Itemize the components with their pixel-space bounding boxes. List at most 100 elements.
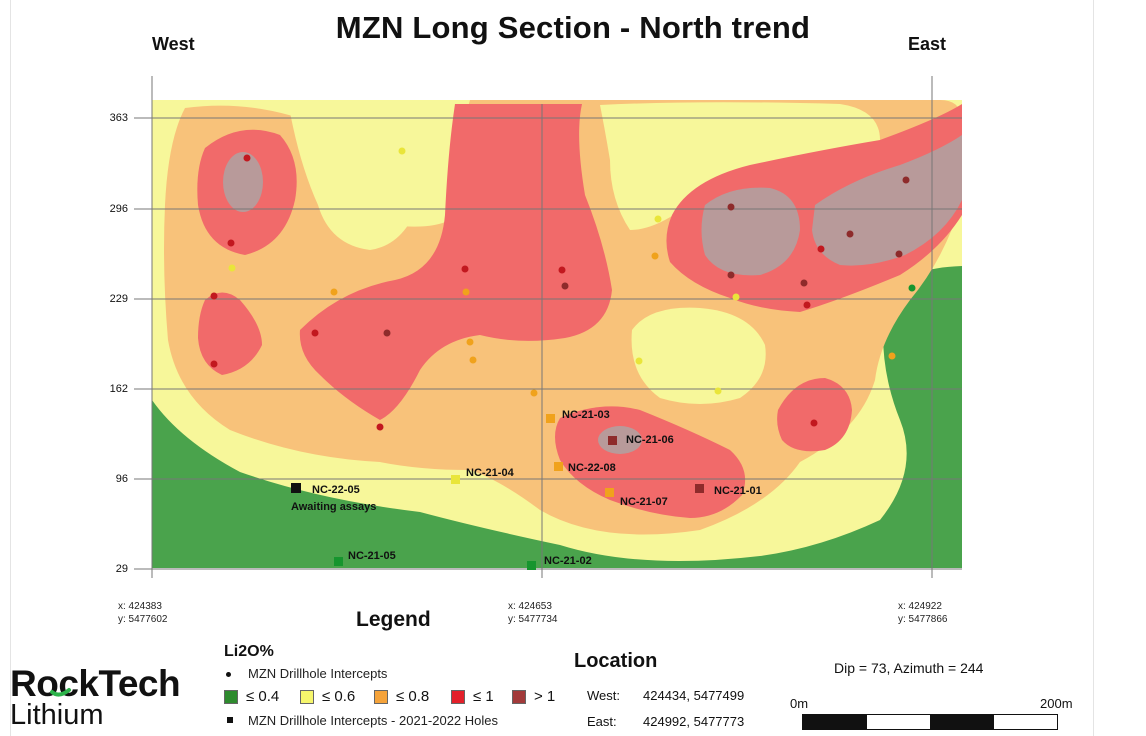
drillhole-marker-nc-22-08 [554, 462, 563, 471]
intercept-dot [398, 147, 406, 155]
logo-accent-icon [50, 688, 71, 697]
legend-holes-label: MZN Drillhole Intercepts - 2021-2022 Hol… [248, 713, 498, 728]
drillhole-marker-nc-21-05 [334, 557, 343, 566]
intercept-dot [732, 293, 740, 301]
coordinate-center: x: 424653 y: 5477734 [508, 600, 558, 626]
intercept-dot [654, 215, 662, 223]
rocktech-logo: RockTech Lithium [10, 663, 181, 730]
coordinate-east: x: 424922 y: 5477866 [898, 600, 948, 626]
legend-label-le-0-8: ≤ 0.8 [396, 688, 430, 705]
contour-yellow-inner-3 [631, 307, 766, 404]
legend-label-le-1: ≤ 1 [473, 688, 494, 705]
intercept-dot [895, 250, 903, 258]
contour-red-3 [299, 104, 612, 420]
intercept-dot [243, 154, 251, 162]
drillhole-marker-nc-21-04 [451, 475, 460, 484]
intercept-dot-icon [226, 672, 231, 677]
contour-yellow-inner-2 [600, 102, 880, 230]
drillhole-label-nc-21-02: NC-21-02 [544, 555, 592, 567]
grid-lines [134, 76, 962, 578]
contour-yellow-inner-1 [290, 106, 423, 250]
coordinate-y: y: 5477734 [508, 614, 558, 625]
location-value: 424992, 5477773 [643, 714, 745, 729]
legend-swatch-le-1 [451, 690, 465, 704]
intercept-dot [210, 292, 218, 300]
y-tick: 296 [109, 203, 128, 215]
intercept-dot [635, 357, 643, 365]
intercept-dot [311, 329, 319, 337]
scale-bar-segment [993, 715, 1057, 729]
intercept-dot [803, 301, 811, 309]
drillhole-marker-nc-21-06 [608, 436, 617, 445]
east-label: East [908, 34, 947, 54]
intercept-dot [469, 356, 477, 364]
location-key: West: [587, 688, 620, 703]
y-tick: 96 [115, 473, 128, 485]
location-row-west: West: 424434, 5477499 [587, 688, 744, 703]
intercept-dot [800, 279, 808, 287]
legend-intercepts-label: MZN Drillhole Intercepts [248, 666, 388, 681]
drillhole-marker-nc-21-02 [527, 561, 536, 570]
drillhole-label-nc-21-04: NC-21-04 [466, 467, 515, 479]
scale-bar-segment [866, 715, 930, 729]
contour-red-2 [198, 292, 262, 375]
legend-swatch-le-0-6 [300, 690, 314, 704]
grade-contours [152, 100, 962, 568]
scale-end-label: 200m [1040, 696, 1073, 711]
figure-frame [10, 0, 1094, 736]
scale-bar [802, 714, 1058, 730]
intercept-dot [383, 329, 391, 337]
intercept-points [210, 147, 916, 431]
contour-red-6 [777, 378, 852, 452]
drillhole-label-nc-22-08: NC-22-08 [568, 462, 616, 474]
coordinate-west: x: 424383 y: 5477602 [118, 600, 168, 626]
drillhole-label-nc-21-05: NC-21-05 [348, 550, 396, 562]
scale-bar-segment [803, 715, 867, 729]
long-section-map: NC-21-03 NC-21-06 NC-22-08 NC-21-04 NC-2… [134, 76, 962, 578]
y-tick: 29 [115, 563, 128, 575]
drillhole-label-nc-22-05: NC-22-05 [312, 484, 360, 496]
intercept-dot [530, 389, 538, 397]
drillhole-marker-nc-22-05 [291, 483, 301, 493]
scale-start-label: 0m [790, 696, 809, 711]
coordinate-x: x: 424383 [118, 601, 162, 612]
intercept-dot [330, 288, 338, 296]
drillhole-marker-nc-21-01 [695, 484, 704, 493]
intercept-dot [561, 282, 569, 290]
intercept-dot [817, 245, 825, 253]
intercept-dot [466, 338, 474, 346]
coordinate-y: y: 5477866 [898, 614, 948, 625]
coordinate-x: x: 424922 [898, 601, 942, 612]
intercept-dot [810, 419, 818, 427]
dip-azimuth: Dip = 73, Azimuth = 244 [834, 660, 984, 676]
drillhole-square-icon [227, 717, 233, 723]
intercept-dot [902, 176, 910, 184]
location-key: East: [587, 714, 617, 729]
coordinate-x: x: 424653 [508, 601, 552, 612]
location-row-east: East: 424992, 5477773 [587, 714, 744, 729]
location-value: 424434, 5477499 [643, 688, 745, 703]
legend-subtitle: Li2O% [224, 643, 274, 660]
legend-swatch-gt-1 [512, 690, 526, 704]
west-label: West [152, 34, 195, 54]
scale-bar-segment [930, 715, 994, 729]
contour-grey-1 [223, 152, 263, 212]
logo-wordmark: RockTech [10, 663, 181, 704]
figure-title: MZN Long Section - North trend [335, 10, 811, 45]
drillhole-label-nc-21-01: NC-21-01 [714, 485, 762, 497]
drillhole-markers [291, 414, 704, 570]
legend-title: Legend [356, 608, 431, 631]
intercept-dot [462, 288, 470, 296]
drillhole-marker-nc-21-07 [605, 488, 614, 497]
drillhole-marker-nc-21-03 [546, 414, 555, 423]
drillhole-labels: NC-21-03 NC-21-06 NC-22-08 NC-21-04 NC-2… [291, 409, 762, 567]
drillhole-label-nc-21-06: NC-21-06 [626, 434, 674, 446]
intercept-dot [846, 230, 854, 238]
legend-label-gt-1: > 1 [534, 688, 556, 705]
intercept-dot [461, 265, 469, 273]
y-tick: 162 [109, 383, 128, 395]
contour-grey-4 [598, 426, 642, 454]
legend-label-le-0-4: ≤ 0.4 [246, 688, 280, 705]
intercept-dot [727, 203, 735, 211]
drillhole-label-nc-21-07: NC-21-07 [620, 496, 668, 508]
